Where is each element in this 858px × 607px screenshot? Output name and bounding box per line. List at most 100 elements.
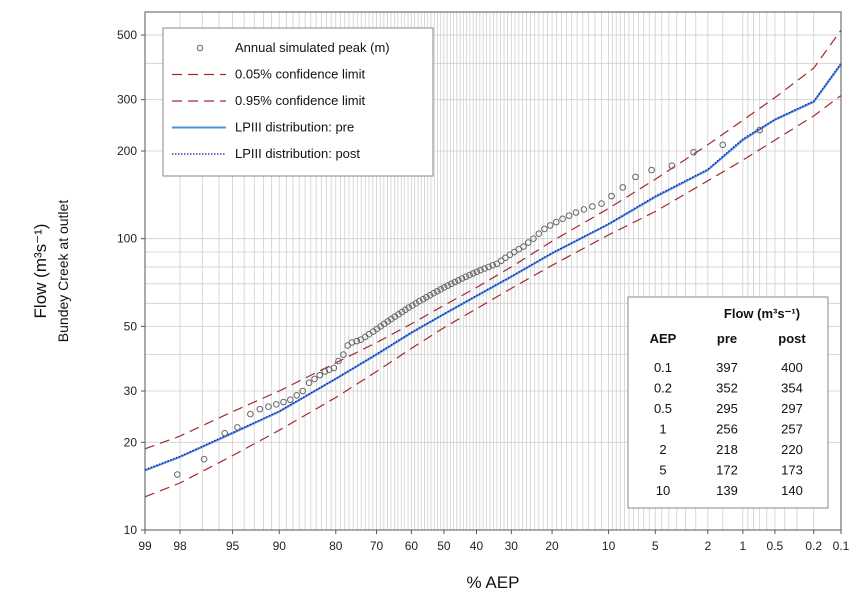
data-point — [321, 368, 329, 375]
data-point — [497, 257, 505, 265]
table-row: 5 172 173 — [659, 463, 802, 478]
data-point — [572, 209, 580, 216]
table-rows: 0.1 397 400 0.2 352 354 0.5 295 297 1 256 257 2 218 22… — [654, 360, 803, 498]
data-point — [466, 271, 473, 279]
data-point — [565, 212, 573, 219]
data-point — [335, 357, 342, 365]
data-point — [409, 302, 416, 309]
data-point — [462, 273, 470, 281]
data-point — [412, 300, 420, 307]
table-cell: 173 — [781, 463, 803, 478]
table-cell: 0.5 — [654, 401, 672, 416]
x-tick-label: 80 — [329, 539, 343, 553]
table-cell: 354 — [781, 381, 803, 396]
plot-frame — [144, 11, 842, 531]
x-ticks: 99 98 95 90 80 70 60 50 40 30 20 10 5 2 1 0.5 0.2 0.1 — [138, 530, 850, 553]
data-point — [598, 200, 605, 207]
data-point — [668, 162, 676, 170]
table-cell: 400 — [781, 360, 803, 375]
table-header-post: post — [778, 331, 806, 346]
data-point — [589, 203, 596, 210]
table-cell: 1 — [659, 422, 666, 437]
data-point — [719, 141, 727, 149]
data-point — [430, 289, 437, 297]
series-line — [144, 29, 842, 450]
data-point — [440, 284, 448, 291]
table-box — [627, 296, 829, 509]
x-tick-label: 98 — [173, 539, 187, 553]
data-point — [580, 206, 588, 213]
data-point — [493, 260, 501, 268]
data-point — [473, 268, 481, 276]
x-tick-label: 90 — [273, 539, 287, 553]
y-tick-label: 100 — [117, 232, 137, 246]
table-cell: 139 — [716, 483, 738, 498]
data-point — [451, 278, 459, 286]
x-tick-label: 99 — [138, 539, 152, 553]
data-point — [398, 308, 406, 316]
x-axis-title: % AEP — [467, 573, 520, 592]
data-point — [541, 225, 548, 233]
data-point — [433, 287, 441, 295]
data-point — [632, 173, 639, 181]
x-tick-label: 0.5 — [767, 539, 784, 553]
x-tick-label: 0.1 — [833, 539, 850, 553]
data-point — [402, 306, 409, 314]
data-point — [311, 375, 318, 383]
data-point — [546, 222, 554, 229]
legend-item: 0.95% confidence limit — [172, 93, 365, 108]
table-cell: 297 — [781, 401, 803, 416]
table-cell: 140 — [781, 483, 803, 498]
x-tick-label: 70 — [370, 539, 384, 553]
table-cell: 397 — [716, 360, 738, 375]
x-tick-label: 20 — [545, 539, 559, 553]
table-cell: 220 — [781, 442, 803, 457]
x-tick-label: 10 — [602, 539, 616, 553]
data-point — [234, 424, 241, 431]
data-point — [353, 337, 361, 345]
data-point — [502, 254, 509, 262]
table-row: 0.5 295 297 — [654, 401, 803, 416]
legend-item: LPIII distribution: pre — [172, 120, 354, 135]
table-row: 1 256 257 — [659, 422, 802, 437]
data-point — [648, 166, 655, 174]
table-cell: 5 — [659, 463, 666, 478]
legend-label: Annual simulated peak (m) — [235, 40, 390, 55]
table-header-pre: pre — [717, 331, 737, 346]
aep-flow-table: Flow (m³s⁻¹) AEP pre post 0.1 397 400 0.2 35… — [627, 296, 829, 509]
data-point — [305, 379, 313, 387]
y-ticks: 10 20 30 50 100 200 300 500 — [117, 28, 145, 537]
table-cell: 218 — [716, 442, 738, 457]
data-point — [535, 230, 543, 238]
data-point — [272, 401, 280, 408]
x-tick-label: 0.2 — [805, 539, 822, 553]
data-point — [520, 243, 527, 250]
y-tick-label: 50 — [124, 319, 138, 333]
data-point — [200, 455, 208, 463]
x-tick-label: 30 — [505, 539, 519, 553]
data-point — [552, 218, 560, 226]
data-point — [608, 192, 615, 200]
table-cell: 295 — [716, 401, 738, 416]
x-tick-label: 50 — [437, 539, 451, 553]
legend-marker — [196, 44, 204, 52]
data-point — [174, 471, 181, 478]
data-point — [458, 275, 466, 282]
table-cell: 0.2 — [654, 381, 672, 396]
data-point — [481, 265, 488, 272]
data-point — [444, 282, 452, 289]
data-point — [485, 263, 492, 271]
table-cell: 10 — [656, 483, 670, 498]
x-tick-label: 60 — [405, 539, 419, 553]
data-point — [477, 266, 484, 274]
data-point — [423, 293, 430, 301]
y-tick-label: 200 — [117, 144, 137, 158]
data-point — [756, 126, 763, 134]
table-title: Flow (m³s⁻¹) — [724, 306, 800, 321]
legend-item: 0.05% confidence limit — [172, 67, 365, 82]
series-lines — [144, 29, 842, 498]
y-tick-label: 300 — [117, 93, 137, 107]
table-header-aep: AEP — [650, 331, 677, 346]
legend-label: 0.95% confidence limit — [235, 93, 365, 108]
